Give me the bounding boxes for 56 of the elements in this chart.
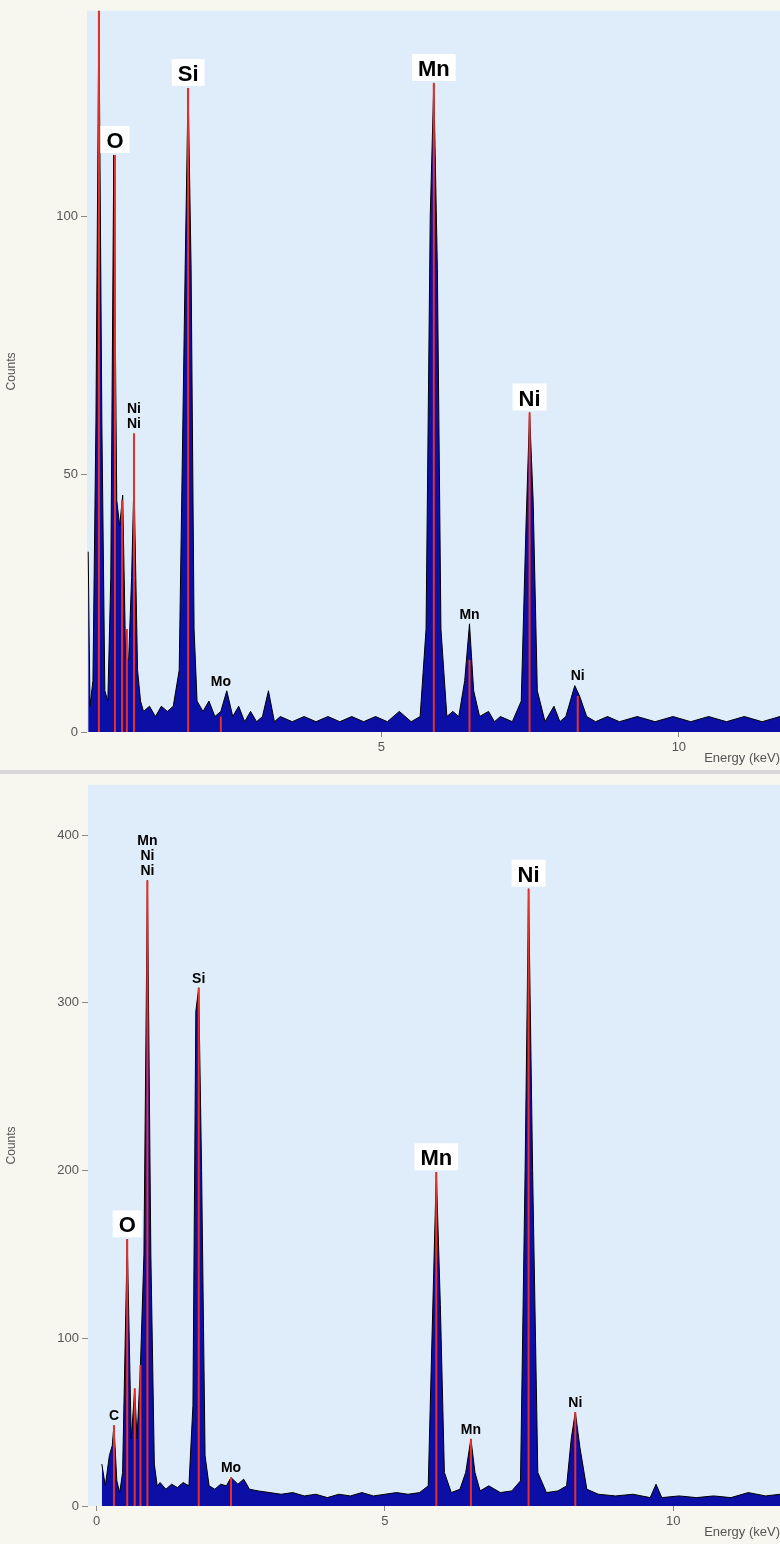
bar: [576, 695, 579, 732]
y-tick-label: 300: [57, 994, 79, 1010]
y-tick-label: 400: [57, 826, 79, 842]
x-tick-label: 10: [666, 1513, 681, 1529]
bar: [468, 659, 471, 732]
annotation: Ni: [570, 667, 585, 684]
x-tick-label: 0: [93, 1513, 101, 1529]
bar: [146, 880, 149, 1506]
bar: [527, 888, 530, 1506]
annotation: Mn: [459, 605, 480, 622]
bar: [126, 1239, 129, 1506]
y-tick-label: 50: [63, 466, 78, 482]
x-tick-label: 5: [377, 739, 386, 755]
y-tick-label: 200: [57, 1162, 79, 1178]
bar: [435, 1172, 438, 1506]
bar: [112, 1425, 115, 1506]
y-tick-label: 100: [56, 208, 78, 224]
annotation: Ni: [568, 1393, 583, 1410]
annotation: Ni Ni: [126, 400, 141, 432]
y-tick-label: 100: [57, 1329, 79, 1345]
x-axis-title: Energy (keV): [704, 1523, 780, 1539]
annotation: Mn: [460, 1420, 482, 1437]
x-axis-title: Energy (keV): [704, 749, 780, 765]
annotation: Si: [192, 969, 206, 986]
bar: [133, 1388, 136, 1506]
annotation: O: [106, 128, 124, 154]
x-tick-label: 10: [671, 739, 687, 755]
annotation: Si: [177, 61, 199, 87]
bar: [125, 628, 128, 732]
y-axis-title: Counts: [3, 352, 18, 391]
bar: [197, 987, 200, 1506]
bar: [121, 500, 124, 732]
bar: [528, 412, 531, 732]
annotation: C: [108, 1407, 120, 1424]
bar: [230, 1477, 233, 1506]
annotation: Ni: [517, 861, 540, 887]
bar: [139, 1365, 142, 1506]
bar: [432, 82, 435, 732]
annotation: Mo: [220, 1459, 242, 1476]
annotation: Mn: [417, 55, 450, 81]
y-axis-title: Counts: [3, 1126, 18, 1165]
bar: [469, 1438, 472, 1506]
y-tick-label: 0: [71, 1497, 79, 1513]
annotation: Ni: [518, 385, 541, 411]
annotation: Mn: [420, 1145, 453, 1171]
y-tick-label: 0: [70, 723, 78, 739]
bar: [187, 88, 190, 732]
bar: [113, 155, 116, 732]
annotation: Mn Ni Ni: [137, 832, 158, 879]
x-tick-label: 5: [381, 1513, 389, 1529]
bar: [219, 716, 222, 732]
annotation: Mo: [210, 672, 231, 689]
bar: [574, 1412, 577, 1506]
annotation: O: [118, 1212, 136, 1238]
bar: [132, 433, 135, 732]
bar: [97, 10, 100, 732]
